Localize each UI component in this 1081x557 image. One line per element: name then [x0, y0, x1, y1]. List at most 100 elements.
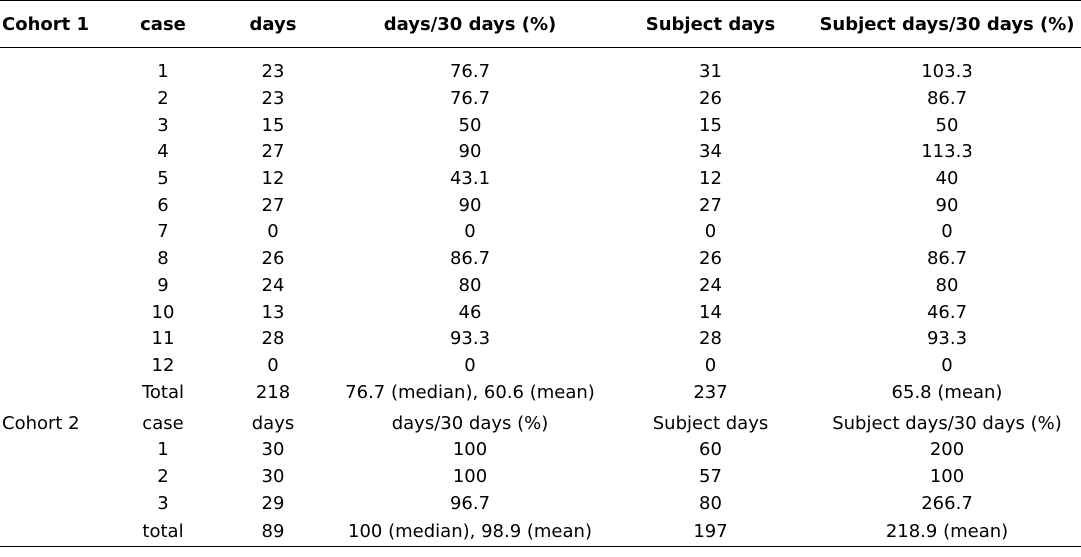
- days-pct-cell: 100: [452, 439, 488, 461]
- cohort-cell: [0, 326, 112, 353]
- subject-days-pct-cell: 93.3: [926, 328, 968, 350]
- cohort-cell: [0, 379, 112, 406]
- cohort-cell: [0, 464, 112, 491]
- days-pct-cell: 80: [458, 274, 482, 296]
- cohort-cell: [0, 166, 112, 193]
- case-cell: 8: [157, 248, 169, 270]
- days-pct-cell: 43.1: [449, 168, 491, 190]
- case-cell: 1: [157, 61, 169, 83]
- days-pct-cell: 96.7: [449, 492, 491, 514]
- table-row: 8 26 86.7 26 86.7: [0, 246, 1081, 273]
- table-row: Total 218 76.7 (median), 60.6 (mean) 237 65.…: [0, 379, 1081, 406]
- subject-days-pct-cell: Subject days/30 days (%): [832, 412, 1062, 434]
- subject-days-cell: 15: [699, 114, 722, 136]
- days-cell: 12: [261, 168, 285, 190]
- days-cell: 15: [261, 114, 285, 136]
- subject-days-cell: 60: [699, 439, 722, 461]
- table-row: 11 28 93.3 28 93.3: [0, 326, 1081, 353]
- case-cell: 3: [157, 492, 169, 514]
- table-row: 6 27 90 27 90: [0, 192, 1081, 219]
- cohort-cell: [0, 437, 112, 464]
- cohort-cell: [0, 273, 112, 300]
- subject-days-pct-cell: 40: [935, 168, 959, 190]
- subject-days-cell: 12: [699, 168, 722, 190]
- subject-days-cell: 26: [699, 88, 722, 110]
- table-row: 1 23 76.7 31 103.3: [0, 59, 1081, 86]
- subject-days-cell: 27: [699, 194, 722, 216]
- subject-days-pct-cell: 80: [935, 274, 959, 296]
- days-cell: 13: [261, 301, 285, 323]
- days-cell: 218: [255, 381, 291, 403]
- subject-days-cell: 80: [699, 492, 722, 514]
- spacer-row: [0, 48, 1081, 60]
- cohort-cell: [0, 353, 112, 380]
- days-cell: 30: [261, 439, 285, 461]
- days-pct-cell: 100 (median), 98.9 (mean): [332, 517, 608, 547]
- table-row: 1 30 100 60 200: [0, 437, 1081, 464]
- subject-days-pct-cell: 86.7: [926, 248, 968, 270]
- subject-days-cell: 28: [699, 328, 722, 350]
- cohort-cell: [0, 59, 112, 86]
- days-pct-cell: 76.7: [449, 88, 491, 110]
- subject-days-cell: 197: [608, 517, 813, 547]
- case-cell: case: [142, 412, 184, 434]
- table-row: 2 23 76.7 26 86.7: [0, 86, 1081, 113]
- table-row: 2 30 100 57 100: [0, 464, 1081, 491]
- days-pct-cell: 0: [464, 221, 476, 243]
- days-pct-cell: 76.7: [449, 61, 491, 83]
- table-row: 7 0 0 0 0: [0, 219, 1081, 246]
- days-cell: 89: [214, 517, 332, 547]
- table-row: 12 0 0 0 0: [0, 353, 1081, 380]
- subject-days-pct-cell: 113.3: [921, 141, 973, 163]
- table-row: 9 24 80 24 80: [0, 273, 1081, 300]
- cohort-cell: [0, 517, 112, 547]
- days-cell: 26: [261, 248, 285, 270]
- header-days-pct: days/30 days (%): [332, 0, 608, 48]
- cohort-cell: [0, 86, 112, 113]
- table-row: 4 27 90 34 113.3: [0, 139, 1081, 166]
- header-row: Cohort 1 case days days/30 days (%) Subj…: [0, 0, 1081, 48]
- header-days: days: [214, 0, 332, 48]
- subject-days-cell: 0: [704, 221, 717, 243]
- cohort-cell: [0, 139, 112, 166]
- case-cell: Total: [141, 381, 185, 403]
- days-cell: 24: [261, 274, 285, 296]
- table-row: 3 29 96.7 80 266.7: [0, 490, 1081, 517]
- days-pct-cell: 50: [458, 114, 482, 136]
- case-cell: total: [112, 517, 214, 547]
- subject-days-pct-cell: 218.9 (mean): [813, 517, 1081, 547]
- case-cell: 1: [157, 439, 169, 461]
- case-cell: 2: [157, 88, 169, 110]
- table-row: 5 12 43.1 12 40: [0, 166, 1081, 193]
- cohort-cell: Cohort 2: [2, 412, 80, 434]
- cohort-cell: [0, 490, 112, 517]
- days-cell: 23: [261, 61, 285, 83]
- days-cell: days: [251, 412, 295, 434]
- subject-days-pct-cell: 103.3: [921, 61, 973, 83]
- subject-days-cell: 57: [699, 465, 722, 487]
- days-pct-cell: 90: [458, 194, 482, 216]
- cohort2-header-row: Cohort 2 case days days/30 days (%) Subject …: [0, 406, 1081, 437]
- header-cohort1: Cohort 1: [0, 0, 112, 48]
- days-cell: 29: [261, 492, 285, 514]
- days-pct-cell: days/30 days (%): [391, 412, 549, 434]
- spacer-cell: [0, 48, 1081, 60]
- days-cell: 0: [267, 354, 279, 376]
- days-pct-cell: 46: [458, 301, 482, 323]
- subject-days-pct-cell: 200: [929, 439, 965, 461]
- days-pct-cell: 0: [464, 354, 476, 376]
- subject-days-pct-cell: 0: [941, 354, 953, 376]
- days-cell: 23: [261, 88, 285, 110]
- case-cell: 6: [157, 194, 169, 216]
- subject-days-pct-cell: 50: [935, 114, 959, 136]
- case-cell: 12: [151, 354, 175, 376]
- case-cell: 7: [157, 221, 169, 243]
- days-pct-cell: 90: [458, 141, 482, 163]
- subject-days-cell: 24: [699, 274, 722, 296]
- subject-days-cell: 0: [704, 354, 717, 376]
- header-subject-days: Subject days: [608, 0, 813, 48]
- days-cell: 30: [261, 465, 285, 487]
- case-cell: 11: [151, 328, 175, 350]
